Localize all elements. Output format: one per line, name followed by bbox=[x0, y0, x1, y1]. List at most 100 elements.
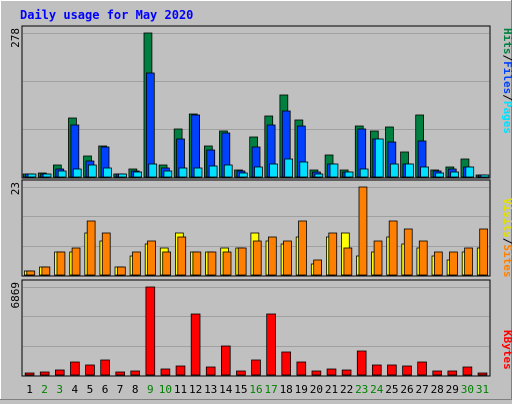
kbytes-bar-day-2 bbox=[39, 371, 50, 376]
kbytes-bar-day-10 bbox=[160, 368, 171, 376]
day-label-18: 18 bbox=[280, 383, 293, 396]
day-labels: 1 2 3 4 5 6 7 8 9 10 11 12 13 14 15 16 17 18 19 20 21 22 23 24 2… bbox=[26, 383, 489, 396]
sites-bar-day-27 bbox=[418, 240, 428, 276]
pages-bar-day-22 bbox=[344, 171, 354, 178]
sites-bar-day-28 bbox=[433, 251, 443, 276]
kbytes-bar-day-11 bbox=[175, 365, 186, 376]
sites-bar-day-9 bbox=[147, 240, 156, 276]
sites-bar-day-5 bbox=[86, 220, 96, 276]
day-label-7: 7 bbox=[117, 383, 124, 396]
pages-bar-day-1 bbox=[27, 173, 37, 178]
sites-bar-day-4 bbox=[71, 247, 81, 276]
kbytes-bar-day-25 bbox=[387, 364, 397, 376]
day-label-10: 10 bbox=[159, 383, 172, 396]
pages-bar-day-12 bbox=[193, 167, 203, 178]
requests-legend: Hits/Files/Pages bbox=[501, 28, 512, 134]
kbytes-bar-day-26 bbox=[402, 365, 412, 376]
sites-bar-day-23 bbox=[358, 186, 368, 276]
kbytes-bar-day-9 bbox=[145, 286, 156, 376]
day-label-6: 6 bbox=[102, 383, 109, 396]
kbytes-bar-day-5 bbox=[85, 364, 95, 376]
sites-bar-day-25 bbox=[388, 220, 398, 276]
pages-bar-day-11 bbox=[178, 167, 188, 178]
day-label-28: 28 bbox=[431, 383, 444, 396]
pages-bar-day-4 bbox=[72, 168, 82, 178]
sites-bar-day-3 bbox=[56, 251, 66, 276]
pages-bar-day-28 bbox=[435, 172, 445, 178]
kbytes-bar-day-24 bbox=[371, 364, 382, 376]
pages-bar-day-31 bbox=[480, 174, 490, 178]
sites-bar-day-21 bbox=[328, 232, 338, 276]
day-label-11: 11 bbox=[174, 383, 187, 396]
pages-bar-day-15 bbox=[238, 172, 248, 178]
kbytes-bar-day-4 bbox=[70, 361, 80, 376]
pages-bar-day-8 bbox=[133, 171, 142, 178]
kbytes-bar-day-20 bbox=[311, 370, 322, 376]
pages-bar-day-21 bbox=[329, 163, 339, 178]
kbytes-bar-day-31 bbox=[477, 372, 488, 376]
legend-sites: Sites bbox=[501, 244, 512, 277]
pages-bar-day-24 bbox=[374, 138, 384, 178]
sites-bar-day-8 bbox=[132, 251, 141, 276]
kbytes-bar-day-16 bbox=[251, 359, 261, 376]
day-label-8: 8 bbox=[132, 383, 139, 396]
pages-bar-day-29 bbox=[450, 171, 460, 178]
sites-bar-day-10 bbox=[162, 251, 171, 276]
day-label-3: 3 bbox=[56, 383, 63, 396]
sites-bar-day-15 bbox=[237, 247, 247, 276]
pages-bar-day-27 bbox=[420, 166, 429, 178]
kbytes-bar-day-29 bbox=[447, 370, 458, 376]
day-label-22: 22 bbox=[340, 383, 353, 396]
sites-bar-day-6 bbox=[101, 232, 111, 276]
kbytes-bar-day-3 bbox=[55, 369, 65, 376]
pages-bar-day-23 bbox=[359, 168, 369, 178]
pages-bar-day-26 bbox=[405, 163, 414, 178]
kbytes-bar-day-18 bbox=[281, 351, 291, 376]
sites-bar-day-11 bbox=[177, 236, 187, 276]
day-label-16: 16 bbox=[249, 383, 262, 396]
requests-max-label: 278 bbox=[9, 28, 22, 48]
pages-bar-day-16 bbox=[254, 166, 263, 178]
kbytes-legend: KBytes bbox=[501, 330, 512, 370]
day-label-21: 21 bbox=[325, 383, 338, 396]
pages-bar-day-2 bbox=[42, 173, 52, 178]
day-label-19: 19 bbox=[295, 383, 308, 396]
pages-bar-day-9 bbox=[148, 163, 158, 178]
day-label-13: 13 bbox=[204, 383, 217, 396]
sites-bar-day-12 bbox=[192, 251, 202, 276]
pages-bar-day-19 bbox=[299, 161, 309, 178]
pages-bar-day-5 bbox=[88, 164, 97, 178]
pages-bar-day-30 bbox=[465, 166, 475, 178]
legend-files: Files bbox=[501, 61, 512, 94]
day-label-12: 12 bbox=[189, 383, 202, 396]
sites-bar-day-31 bbox=[479, 228, 489, 276]
sites-bar-day-29 bbox=[449, 251, 458, 276]
legend-sep-2: / bbox=[501, 94, 512, 101]
pages-bar-day-17 bbox=[269, 163, 278, 178]
sites-bar-day-22 bbox=[343, 247, 353, 276]
kbytes-bar-day-22 bbox=[341, 369, 352, 376]
sites-bar-day-19 bbox=[298, 220, 307, 276]
pages-bar-day-20 bbox=[314, 173, 324, 178]
sites-bar-day-2 bbox=[41, 266, 51, 276]
files-bar-day-9 bbox=[145, 72, 155, 178]
legend-hits: Hits bbox=[501, 28, 512, 55]
day-label-9: 9 bbox=[147, 383, 154, 396]
day-label-4: 4 bbox=[71, 383, 78, 396]
sites-bar-day-20 bbox=[313, 259, 323, 276]
pages-bar-day-13 bbox=[208, 165, 218, 178]
traffic-max-label: 6869 bbox=[9, 282, 22, 309]
sites-bar-day-13 bbox=[207, 251, 217, 276]
kbytes-bar-day-30 bbox=[462, 366, 473, 376]
bars-layer bbox=[22, 32, 490, 376]
kbytes-bar-day-19 bbox=[296, 361, 307, 376]
day-label-31: 31 bbox=[476, 383, 489, 396]
kbytes-bar-day-13 bbox=[205, 366, 216, 376]
day-label-1: 1 bbox=[26, 383, 33, 396]
sites-bar-day-14 bbox=[222, 251, 232, 276]
pages-bar-day-10 bbox=[163, 170, 173, 178]
kbytes-bar-day-21 bbox=[326, 368, 337, 376]
kbytes-bar-day-27 bbox=[417, 361, 427, 376]
day-label-24: 24 bbox=[370, 383, 384, 396]
